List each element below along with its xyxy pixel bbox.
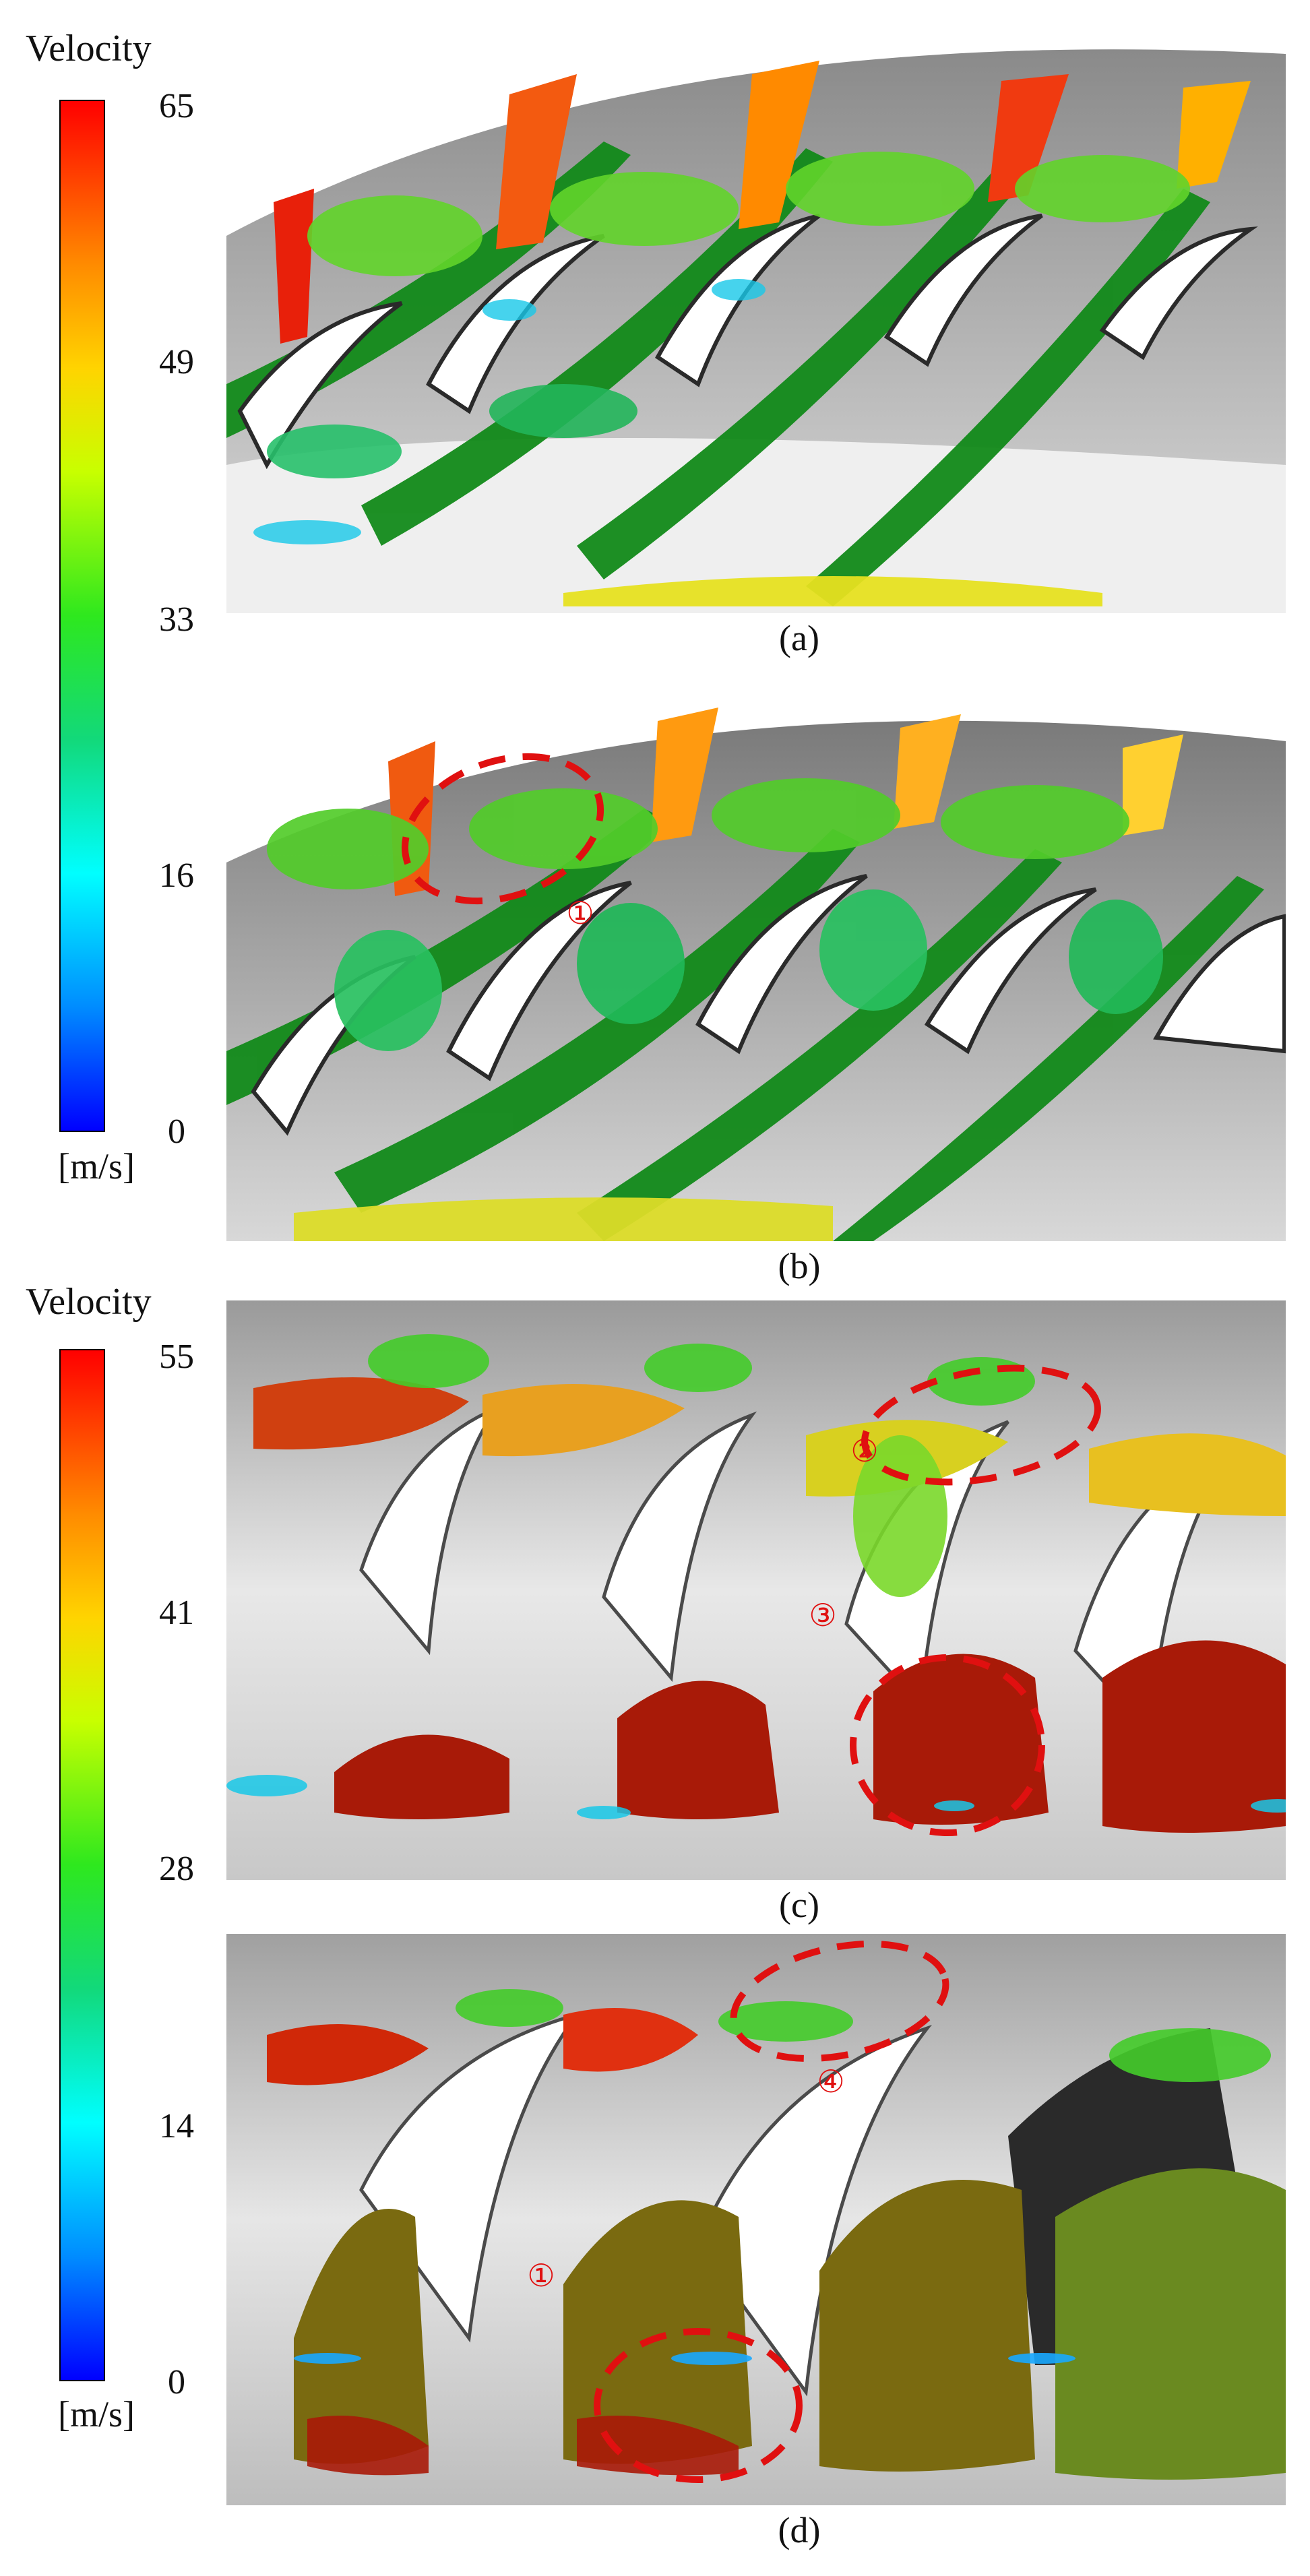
- colorbar-tick-bottom-4: 14: [159, 2107, 194, 2145]
- panel-d-marker-1: ①: [527, 2259, 555, 2293]
- colorbar-tick-top-3: 33: [159, 600, 194, 639]
- panel-b-marker-1: ①: [566, 896, 594, 931]
- panel-d: [226, 1934, 1286, 2505]
- panel-b-caption: (b): [778, 1246, 821, 1286]
- colorbar-title-top: Velocity: [26, 28, 152, 69]
- colorbar-bottom: [59, 1349, 105, 2381]
- colorbar-tick-top-2: 49: [159, 343, 194, 381]
- panel-d-caption: (d): [778, 2510, 821, 2550]
- colorbar-unit-bottom: [m/s]: [58, 2394, 135, 2434]
- colorbar-tick-bottom-min: 0: [168, 2363, 185, 2401]
- colorbar-title-bottom: Velocity: [26, 1281, 152, 1323]
- panel-a: [226, 34, 1286, 613]
- panel-b-render: [226, 708, 1286, 1241]
- colorbar-unit-top: [m/s]: [58, 1146, 135, 1187]
- panel-c-marker-2: ②: [850, 1434, 879, 1468]
- colorbar-tick-bottom-max: 55: [159, 1338, 194, 1376]
- panel-c-marker-3: ③: [809, 1598, 837, 1633]
- panel-a-caption: (a): [779, 618, 819, 658]
- colorbar-tick-bottom-2: 41: [159, 1594, 194, 1632]
- colorbar-tick-top-4: 16: [159, 856, 194, 895]
- panel-d-marker-4: ④: [817, 2065, 845, 2099]
- panel-c: [226, 1300, 1286, 1880]
- panel-c-caption: (c): [779, 1885, 819, 1925]
- panel-d-render: [226, 1934, 1286, 2505]
- panel-c-render: [226, 1300, 1286, 1880]
- colorbar-top: [59, 100, 105, 1132]
- panel-b: [226, 674, 1286, 1241]
- colorbar-tick-top-max: 65: [159, 87, 194, 125]
- panel-a-render: [226, 49, 1286, 613]
- colorbar-tick-bottom-3: 28: [159, 1850, 194, 1888]
- colorbar-tick-top-min: 0: [168, 1112, 185, 1151]
